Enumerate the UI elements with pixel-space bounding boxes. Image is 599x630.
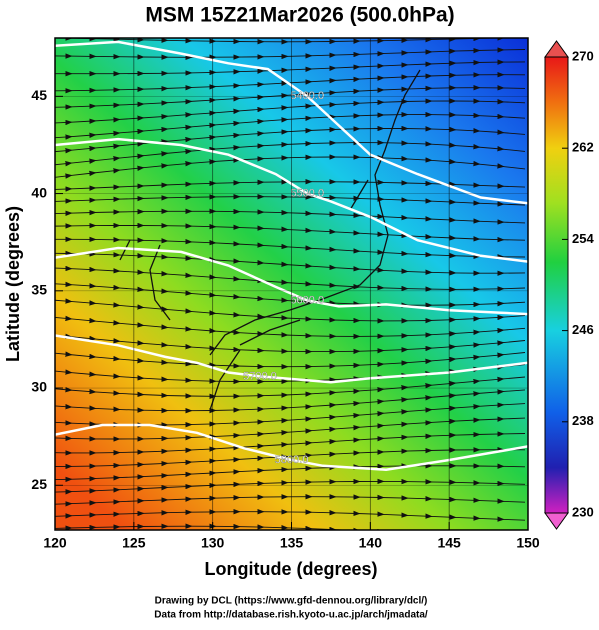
- contour-line: [55, 40, 528, 205]
- streamline: [55, 38, 523, 45]
- colorbar-extend: [544, 512, 569, 530]
- x-axis-label: Longitude (degrees): [204, 559, 377, 579]
- streamline: [55, 154, 526, 179]
- streamline: [55, 494, 526, 507]
- colorbar: [544, 56, 569, 514]
- y-tick-label: 35: [31, 282, 47, 298]
- x-tick-label: 135: [280, 535, 304, 551]
- colorbar-extend: [544, 40, 569, 58]
- x-tick-label: 125: [122, 535, 146, 551]
- streamline: [55, 478, 526, 495]
- streamline: [55, 333, 526, 355]
- x-tick-label: 120: [43, 535, 67, 551]
- y-tick-label: 40: [31, 184, 47, 200]
- contour-line: [55, 423, 528, 471]
- colorbar-tick-label: 246: [572, 322, 594, 337]
- y-tick-label: 30: [31, 379, 47, 395]
- contour-line: [55, 334, 528, 384]
- colorbar-ticks: 230 238 246 254 262 270: [562, 48, 594, 519]
- x-tick-label: 130: [201, 535, 225, 551]
- y-tick-label: 25: [31, 476, 47, 492]
- colorbar-tick-label: 270: [572, 48, 594, 63]
- contour-label: 5400.0: [290, 90, 324, 102]
- coastline: [119, 69, 421, 411]
- streamline: [55, 508, 526, 522]
- colorbar-tick-label: 262: [572, 140, 594, 155]
- chart-title: MSM 15Z21Mar2026 (500.0hPa): [145, 4, 454, 27]
- x-tick-label: 150: [516, 535, 540, 551]
- contour-line: [55, 137, 528, 263]
- streamline: [55, 463, 526, 483]
- streamline: [55, 208, 526, 225]
- colorbar-tick-label: 238: [572, 413, 594, 428]
- x-tick-label: 145: [437, 535, 461, 551]
- streamline: [55, 193, 526, 207]
- streamline: [55, 523, 505, 530]
- plot-frame: [54, 37, 529, 531]
- credit: Data from http://database.rish.kyoto-u.a…: [154, 610, 428, 621]
- streamline: [55, 47, 526, 60]
- y-tick-label: 45: [31, 87, 47, 103]
- credit: Drawing by DCL (https://www.gfd-dennou.o…: [155, 596, 428, 607]
- contour-label: 5500.0: [290, 187, 324, 199]
- y-axis-label: Latitude (degrees): [3, 206, 23, 362]
- x-tick-label: 140: [359, 535, 383, 551]
- contour-label: 5700.0: [243, 370, 277, 382]
- contour-label: 5600.0: [290, 294, 324, 306]
- colorbar-tick-label: 254: [572, 231, 594, 246]
- colorbar-tick-label: 230: [572, 504, 594, 519]
